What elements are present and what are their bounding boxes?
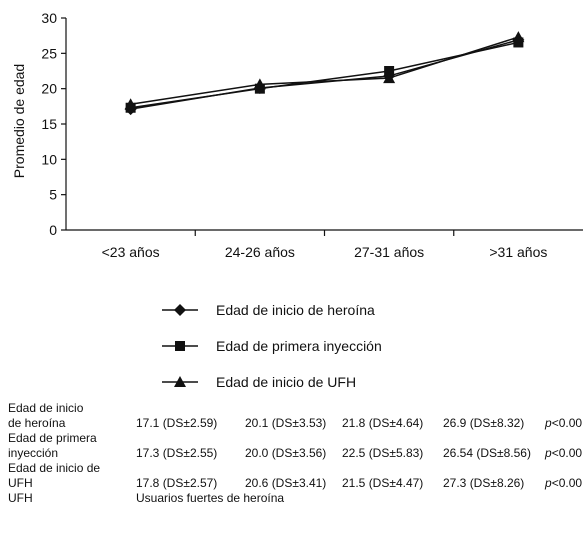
footnote-abbr: UFH xyxy=(8,491,33,505)
row-label: Edad de inicio xyxy=(8,401,84,415)
x-ticks: <23 años 24-26 años 27-31 años >31 años xyxy=(102,230,547,260)
row-label: Edad de primera xyxy=(8,431,97,445)
table-cell: 17.8 (DS±2.57) xyxy=(136,476,218,490)
p-value: p<0.00 xyxy=(545,416,583,430)
row-label: inyección xyxy=(8,446,59,460)
legend-item-heroin: Edad de inicio de heroína xyxy=(160,292,382,328)
y-tick-label: 5 xyxy=(49,187,57,203)
y-tick-label: 30 xyxy=(41,10,57,26)
data-point xyxy=(384,66,395,76)
row-label: de heroína xyxy=(8,416,66,430)
p-value: p<0.00 xyxy=(545,476,583,490)
x-tick-label: 27-31 años xyxy=(354,244,424,260)
data-point xyxy=(253,78,266,90)
table-cell: 27.3 (DS±8.26) xyxy=(443,476,525,490)
series-line xyxy=(130,36,519,105)
x-tick-label: <23 años xyxy=(102,244,160,260)
legend-item-ufh: Edad de inicio de UFH xyxy=(160,364,382,400)
legend-item-injection: Edad de primera inyección xyxy=(160,328,382,364)
table-cell: 26.54 (DS±8.56) xyxy=(443,446,531,460)
legend-label: Edad de primera inyección xyxy=(216,338,382,354)
table-cell: 17.1 (DS±2.59) xyxy=(136,416,218,430)
x-tick-label: 24-26 años xyxy=(225,244,295,260)
table-cell: 20.1 (DS±3.53) xyxy=(245,416,327,430)
row-label: UFH xyxy=(8,476,33,490)
table-cell: 22.5 (DS±5.83) xyxy=(342,446,424,460)
table-cell: 21.5 (DS±4.47) xyxy=(342,476,424,490)
y-tick-label: 20 xyxy=(41,81,57,97)
y-tick-label: 0 xyxy=(49,222,57,238)
y-tick-label: 25 xyxy=(41,45,57,61)
y-tick-label: 10 xyxy=(41,151,57,167)
data-point xyxy=(383,72,396,84)
row-label: Edad de inicio de xyxy=(8,461,101,475)
table-cell: 20.0 (DS±3.56) xyxy=(245,446,327,460)
y-ticks: 0 5 10 15 20 25 30 xyxy=(41,10,66,238)
legend: Edad de inicio de heroína Edad de primer… xyxy=(160,292,382,400)
data-point xyxy=(513,37,524,48)
y-tick-label: 15 xyxy=(41,116,57,132)
data-point xyxy=(124,98,137,110)
table-cell: 26.9 (DS±8.32) xyxy=(443,416,525,430)
square-marker-icon xyxy=(162,341,198,351)
line-chart: Promedio de edad 0 5 10 15 20 25 30 <23 años 24… xyxy=(11,10,583,260)
y-axis-label: Promedio de edad xyxy=(11,64,27,178)
table-cell: 21.8 (DS±4.64) xyxy=(342,416,424,430)
series-lines xyxy=(124,31,525,116)
footnote-text: Usuarios fuertes de heroína xyxy=(136,491,285,505)
triangle-marker-icon xyxy=(162,376,198,387)
legend-label: Edad de inicio de heroína xyxy=(216,302,375,318)
table-cell: 17.3 (DS±2.55) xyxy=(136,446,218,460)
axes xyxy=(65,18,583,231)
p-value: p<0.00 xyxy=(545,446,583,460)
table-cell: 20.6 (DS±3.41) xyxy=(245,476,327,490)
data-point xyxy=(512,31,525,43)
diamond-marker-icon xyxy=(162,304,198,316)
series-line xyxy=(130,41,519,109)
legend-label: Edad de inicio de UFH xyxy=(216,374,357,390)
x-tick-label: >31 años xyxy=(489,244,547,260)
